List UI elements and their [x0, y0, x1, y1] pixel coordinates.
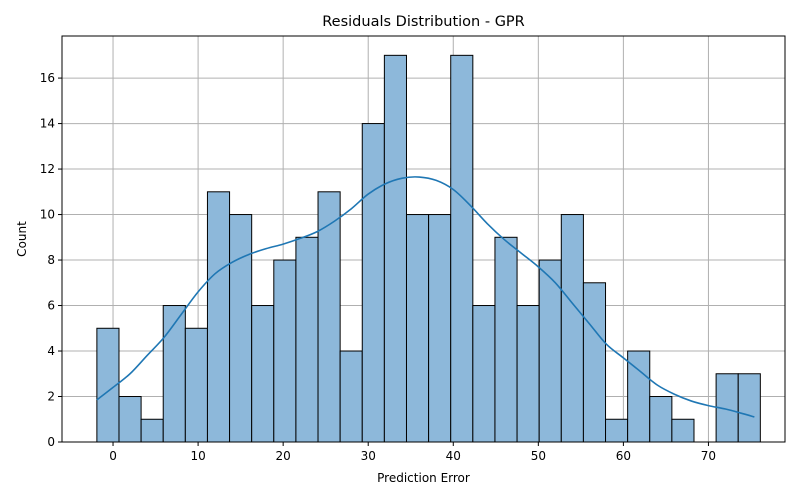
x-tick-label: 10 [190, 449, 205, 463]
histogram-bar [605, 418, 629, 443]
x-tick-label: 20 [276, 449, 291, 463]
histogram-bar [140, 418, 164, 443]
y-tick-label: 2 [47, 390, 55, 404]
histogram-bar [649, 396, 673, 443]
y-tick-label: 0 [47, 435, 55, 449]
histogram-bar [671, 418, 695, 443]
histogram-bars [96, 54, 761, 443]
y-tick-label: 6 [47, 299, 55, 313]
histogram-bar [184, 327, 208, 443]
histogram-bar [560, 214, 584, 443]
histogram-bar [162, 305, 186, 443]
histogram-bar [472, 305, 496, 443]
y-tick-label: 4 [47, 344, 55, 358]
y-tick-label: 14 [40, 117, 55, 131]
y-tick-label: 12 [40, 162, 55, 176]
y-tick-label: 8 [47, 253, 55, 267]
histogram-bar [737, 373, 761, 443]
histogram-bar [582, 282, 607, 443]
x-axis-label: Prediction Error [377, 471, 470, 485]
x-tick-label: 50 [531, 449, 546, 463]
y-axis-label: Count [15, 221, 29, 257]
x-axis-ticks: 0 10 20 30 40 50 60 70 [109, 442, 716, 463]
x-tick-label: 0 [109, 449, 117, 463]
kde-line [96, 176, 755, 418]
y-tick-label: 16 [40, 71, 55, 85]
plot-frame [61, 35, 786, 443]
histogram-bar [516, 305, 540, 443]
histogram-bar [251, 305, 275, 443]
x-tick-label: 70 [701, 449, 716, 463]
chart-title: Residuals Distribution - GPR [322, 14, 525, 30]
histogram-bar [538, 259, 562, 443]
x-tick-label: 40 [446, 449, 461, 463]
histogram-bar [339, 350, 363, 443]
histogram-bar [383, 54, 407, 443]
x-tick-label: 60 [616, 449, 631, 463]
histogram-bar [206, 191, 231, 443]
histogram-bar [361, 123, 385, 443]
y-axis-ticks: 0 2 4 6 8 10 12 14 16 [40, 71, 62, 449]
histogram-bar [428, 214, 452, 443]
histogram-bar [405, 214, 430, 443]
kde-curve [96, 176, 755, 418]
histogram-bar [273, 259, 297, 443]
histogram-bar [494, 236, 518, 443]
x-tick-label: 30 [361, 449, 376, 463]
histogram-bar [295, 236, 319, 443]
y-tick-label: 10 [40, 208, 55, 222]
histogram-bar [118, 396, 142, 443]
histogram-bar [450, 54, 474, 443]
histogram-bar [229, 214, 253, 443]
